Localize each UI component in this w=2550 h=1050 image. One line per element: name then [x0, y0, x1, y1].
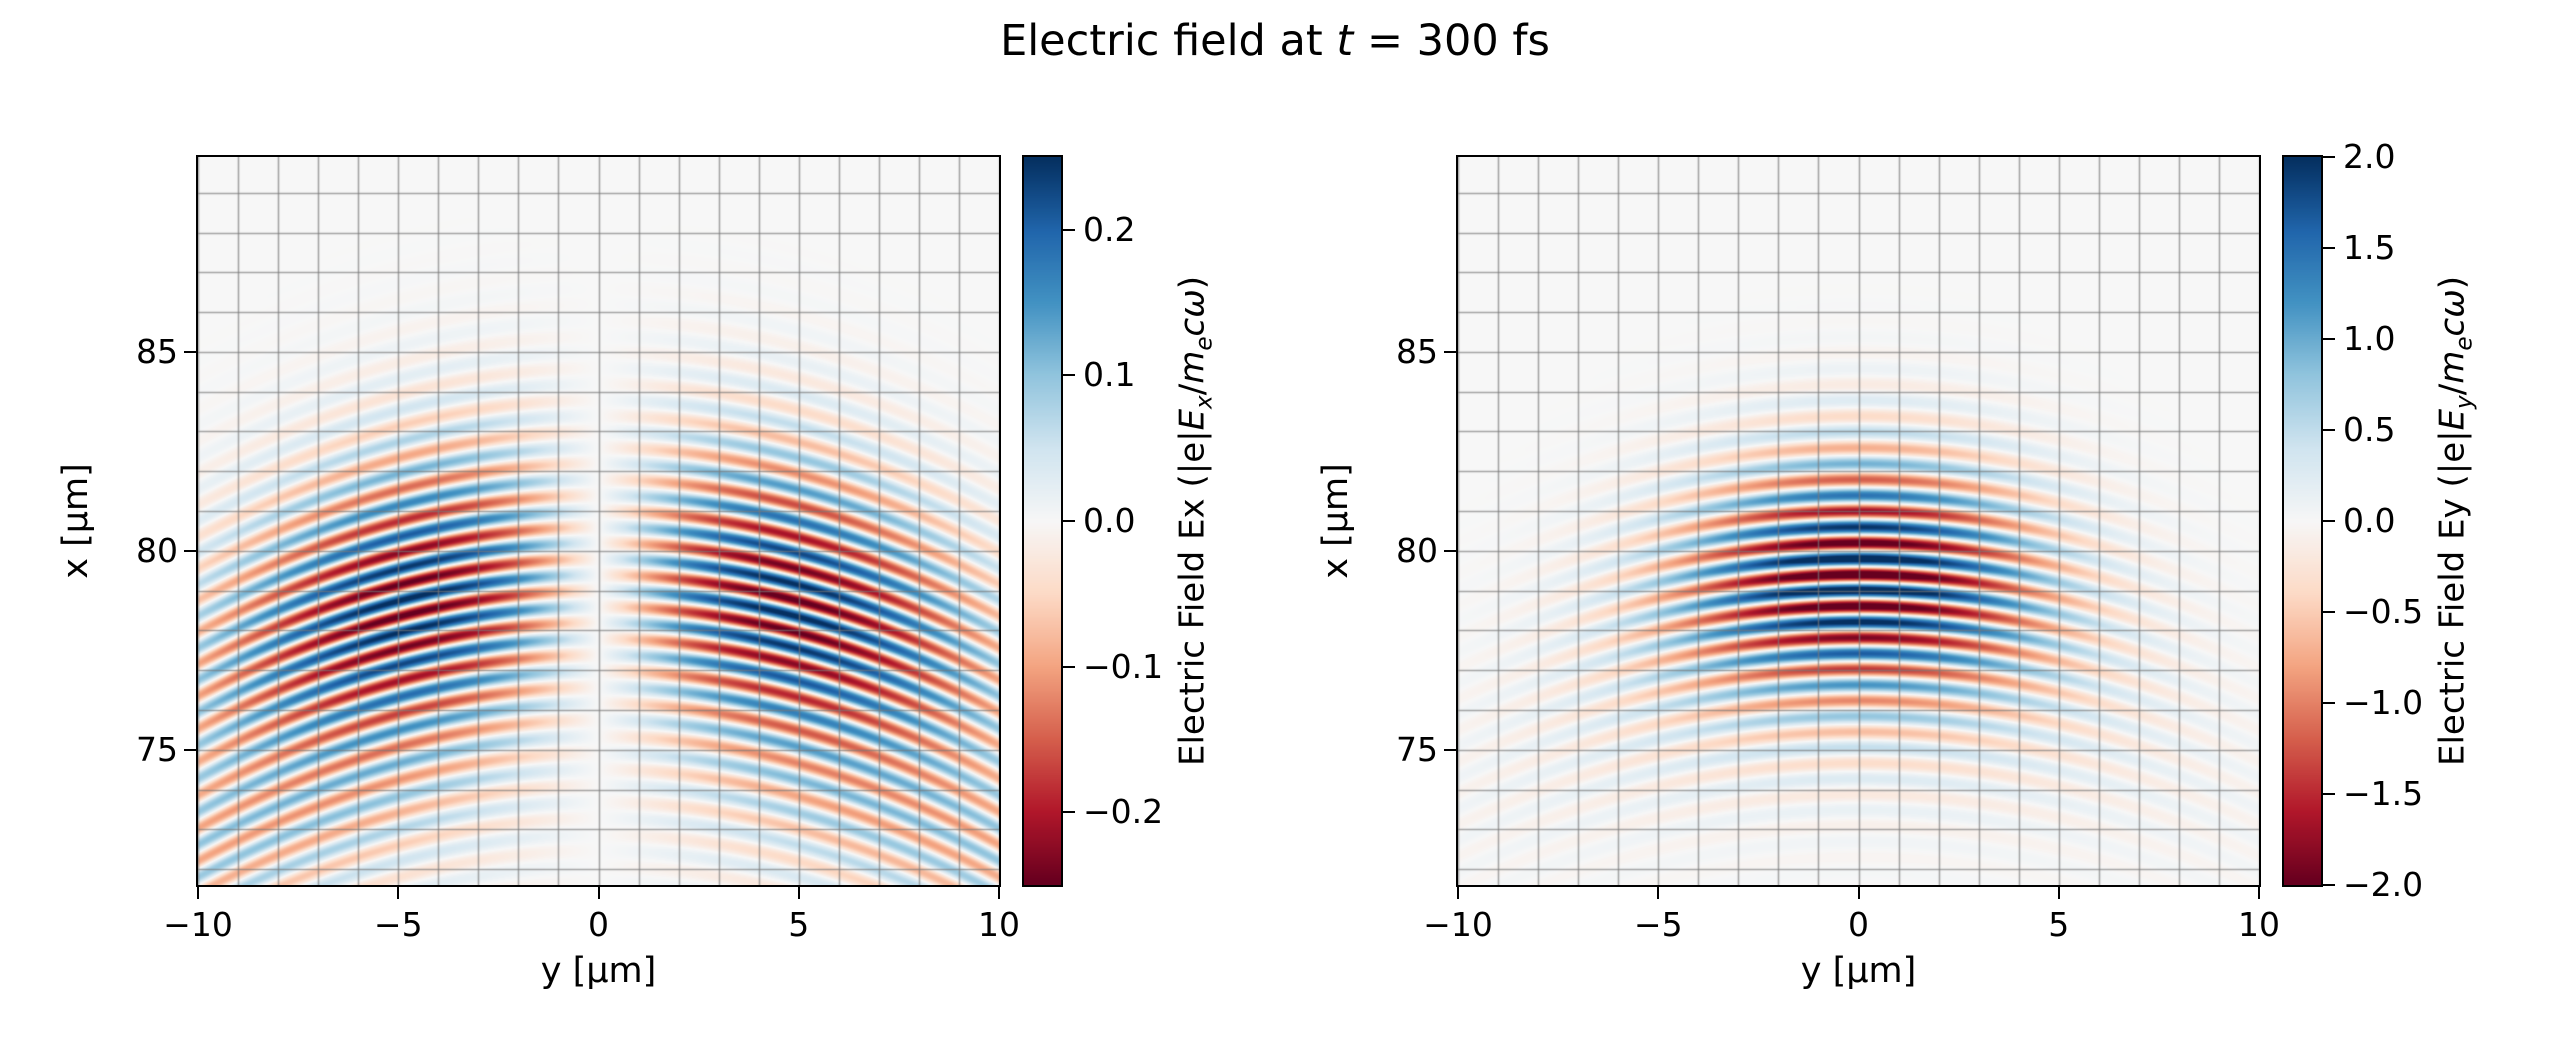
y-tick-label: 85 [1396, 331, 1438, 371]
colorbar-tick-label: 1.0 [2343, 319, 2396, 358]
x-tick [797, 887, 800, 899]
colorbar-tick-label: 0.1 [1083, 355, 1136, 395]
y-tick [184, 350, 196, 353]
x-tick-label: 10 [2238, 905, 2280, 944]
x-tick-label: −5 [1633, 905, 1683, 944]
x-axis-label: y [μm] [540, 951, 657, 991]
y-tick-label: 75 [1396, 729, 1438, 769]
plot-area-ey [1456, 155, 2261, 887]
grid-overlay [198, 157, 999, 885]
colorbar-tick [2323, 702, 2335, 704]
colorbar-tick-label: 0.2 [1083, 209, 1136, 249]
y-tick-label: 85 [136, 331, 178, 371]
colorbar-gradient [2284, 157, 2321, 885]
y-tick-label: 80 [1396, 530, 1438, 570]
colorbar-tick [2323, 884, 2335, 886]
colorbar-tick [1063, 520, 1075, 522]
colorbar-tick [1063, 665, 1075, 668]
x-tick [2258, 887, 2260, 899]
colorbar-tick-label: −2.0 [2343, 865, 2424, 904]
colorbar-tick-label: −0.2 [1083, 792, 1164, 832]
x-tick-label: 10 [978, 905, 1020, 944]
colorbar-label: Electric Field Ey (|e|Ey/mecω) [2432, 275, 2478, 767]
colorbar-tick-label: 0.0 [2343, 501, 2396, 540]
x-tick-label: 5 [788, 905, 810, 944]
colorbar-tick-label: 2.0 [2343, 137, 2396, 176]
colorbar-tick [2323, 156, 2335, 158]
x-tick [197, 887, 199, 899]
figure-title: Electric field at t = 300 fs [1000, 16, 1550, 66]
colorbar-tick [2323, 338, 2335, 340]
colorbar-tick-label: 1.5 [2343, 228, 2396, 267]
x-axis-label: y [μm] [1800, 951, 1917, 991]
colorbar-tick [2323, 611, 2335, 613]
x-tick-label: 0 [1848, 905, 1869, 944]
colorbar-tick-label: −1.5 [2343, 774, 2424, 813]
y-tick-label: 80 [136, 530, 178, 570]
colorbar-tick [2323, 247, 2335, 249]
x-tick-label: −10 [1423, 905, 1493, 944]
colorbar-tick-label: −0.1 [1083, 646, 1164, 686]
colorbar-tick [1063, 228, 1075, 231]
colorbar-gradient [1024, 157, 1061, 885]
colorbar-tick [1063, 811, 1075, 814]
x-tick [2057, 887, 2060, 899]
y-tick [184, 549, 196, 552]
x-tick [1457, 887, 1459, 899]
colorbar-tick-label: −1.0 [2343, 683, 2424, 722]
x-tick [397, 887, 400, 899]
colorbar-ex [1022, 155, 1063, 887]
y-tick [1444, 350, 1456, 353]
plot-area-ex [196, 155, 1001, 887]
colorbar-tick-label: 0.0 [1083, 501, 1136, 540]
x-tick-label: 0 [588, 905, 609, 944]
colorbar-tick [2323, 520, 2335, 522]
y-tick-label: 75 [136, 729, 178, 769]
x-tick-label: −10 [163, 905, 233, 944]
colorbar-tick [2323, 793, 2335, 795]
colorbar-tick [2323, 429, 2335, 431]
colorbar-tick [1063, 374, 1075, 377]
x-tick-label: 5 [2048, 905, 2070, 944]
grid-overlay [1458, 157, 2259, 885]
colorbar-label: Electric Field Ex (|e|Ex/mecω) [1172, 275, 1218, 767]
x-tick [597, 887, 600, 899]
x-tick [1857, 887, 1860, 899]
x-tick [998, 887, 1000, 899]
x-tick [1657, 887, 1660, 899]
colorbar-tick-label: −0.5 [2343, 592, 2424, 631]
y-tick [184, 748, 196, 751]
y-axis-label: x [μm] [1316, 463, 1356, 579]
y-tick [1444, 549, 1456, 552]
x-tick-label: −5 [373, 905, 423, 944]
colorbar-tick-label: 0.5 [2343, 410, 2396, 449]
colorbar-ey [2282, 155, 2323, 887]
y-axis-label: x [μm] [56, 463, 96, 579]
y-tick [1444, 748, 1456, 751]
